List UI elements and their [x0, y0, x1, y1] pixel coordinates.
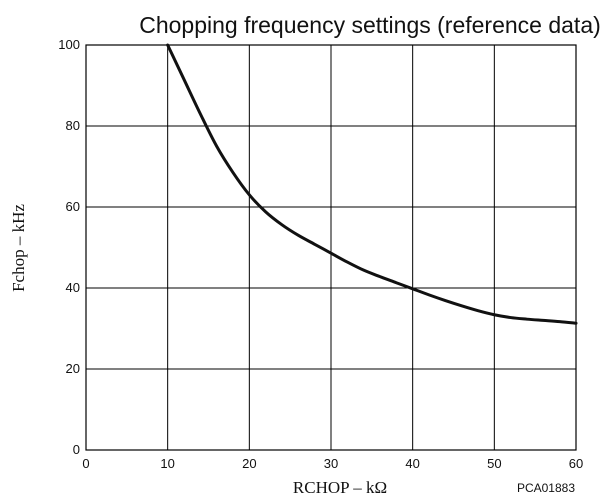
x-tick-label: 60	[569, 456, 583, 471]
x-tick-label: 10	[160, 456, 174, 471]
figure-code: PCA01883	[517, 481, 575, 495]
y-tick-label: 100	[58, 37, 80, 52]
x-tick-label: 0	[82, 456, 89, 471]
y-tick-label: 80	[66, 118, 80, 133]
y-tick-label: 20	[66, 361, 80, 376]
tick-labels: 0 10 20 30 40 50 60 0 20 40 60 80 100	[58, 37, 583, 471]
x-tick-label: 20	[242, 456, 256, 471]
chart-title: Chopping frequency settings (reference d…	[139, 12, 600, 38]
plot-frame	[85, 44, 577, 451]
x-tick-label: 30	[324, 456, 338, 471]
grid	[85, 44, 577, 451]
y-tick-label: 40	[66, 280, 80, 295]
y-tick-label: 60	[66, 199, 80, 214]
y-axis-label: Fchop – kHz	[9, 204, 28, 292]
x-tick-label: 40	[405, 456, 419, 471]
x-axis-label: RCHOP – kΩ	[293, 478, 387, 497]
x-tick-label: 50	[487, 456, 501, 471]
frequency-curve	[166, 43, 578, 325]
y-tick-label: 0	[73, 442, 80, 457]
